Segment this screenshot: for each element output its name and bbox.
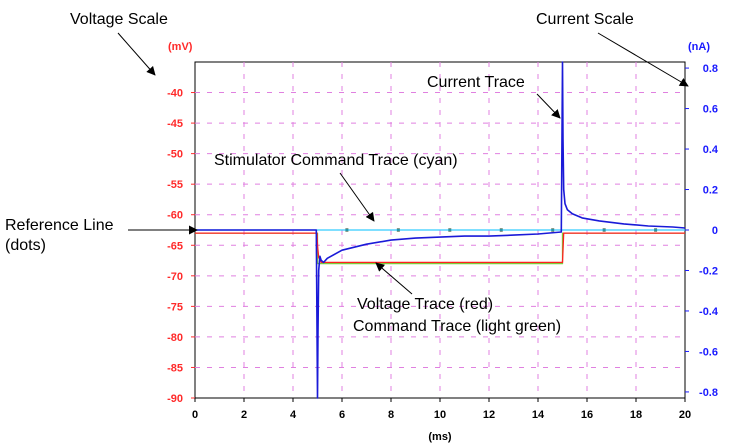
left-tick-label: -75 [167, 301, 183, 313]
x-axis-unit: (ms) [428, 431, 452, 443]
right-tick-label: 0 [712, 225, 718, 237]
x-tick-label: 18 [630, 409, 642, 421]
left-tick-label: -85 [167, 362, 183, 374]
voltage-scale-arrow [117, 32, 156, 76]
right-tick-label: 0.6 [703, 104, 718, 116]
left-tick-label: -55 [167, 179, 183, 191]
left-tick-label: -70 [167, 271, 183, 283]
left-axis-unit: (mV) [168, 41, 193, 53]
right-axis-unit: (nA) [688, 41, 710, 53]
current-scale-label: Current Scale [536, 11, 634, 28]
x-tick-label: 20 [679, 409, 691, 421]
current-trace-arrow [536, 93, 561, 119]
left-voltage-axis: (mV) -40 -45 -50 -55 -60 -65 -70 -75 -80 -85 -90 [167, 41, 195, 405]
plot-area [194, 61, 686, 399]
right-tick-label: -0.2 [699, 265, 718, 277]
right-tick-label: -0.6 [699, 346, 718, 358]
x-tick-label: 14 [532, 409, 545, 421]
command-trace-label: Command Trace (light green) [353, 318, 561, 335]
left-tick-label: -60 [167, 210, 183, 222]
left-tick-label: -50 [167, 149, 183, 161]
left-tick-label: -90 [167, 393, 183, 405]
x-tick-label: 2 [241, 409, 247, 421]
annotations: Voltage Scale Current Scale Current Trac… [5, 11, 689, 335]
left-tick-label: -45 [167, 118, 183, 130]
current-trace-label: Current Trace [427, 74, 525, 91]
voltage-trace-line [195, 232, 685, 264]
stimulator-trace-arrow [339, 172, 375, 222]
right-tick-label: 0.8 [703, 63, 718, 75]
right-current-axis: (nA) 0.8 0.6 0.4 0.2 0 -0.2 -0.4 -0.6 -0.8 [685, 41, 719, 399]
x-tick-label: 0 [192, 409, 198, 421]
stimulator-trace-label: Stimulator Command Trace (cyan) [214, 152, 458, 169]
right-tick-label: 0.4 [703, 144, 719, 156]
left-tick-label: -65 [167, 240, 183, 252]
right-tick-label: -0.4 [699, 306, 719, 318]
left-tick-label: -40 [167, 88, 183, 100]
current-scale-arrow [597, 32, 689, 87]
x-tick-label: 4 [290, 409, 297, 421]
x-tick-label: 6 [339, 409, 345, 421]
current-trace-line [195, 61, 686, 399]
voltage-trace-label: Voltage Trace (red) [357, 296, 493, 313]
x-time-axis: 0 2 4 6 8 10 12 14 16 18 20 (ms) [192, 398, 691, 443]
x-tick-label: 12 [483, 409, 495, 421]
reference-line-label: Reference Line [5, 217, 114, 234]
reference-line-sublabel: (dots) [5, 237, 46, 254]
voltage-scale-label: Voltage Scale [70, 11, 168, 28]
right-tick-label: 0.2 [703, 185, 718, 197]
x-tick-label: 10 [434, 409, 446, 421]
voltage-trace-arrow [375, 262, 413, 295]
series-lines [195, 61, 686, 399]
left-tick-label: -80 [167, 332, 183, 344]
x-tick-label: 16 [581, 409, 593, 421]
x-tick-label: 8 [388, 409, 394, 421]
right-tick-label: -0.8 [699, 387, 718, 399]
